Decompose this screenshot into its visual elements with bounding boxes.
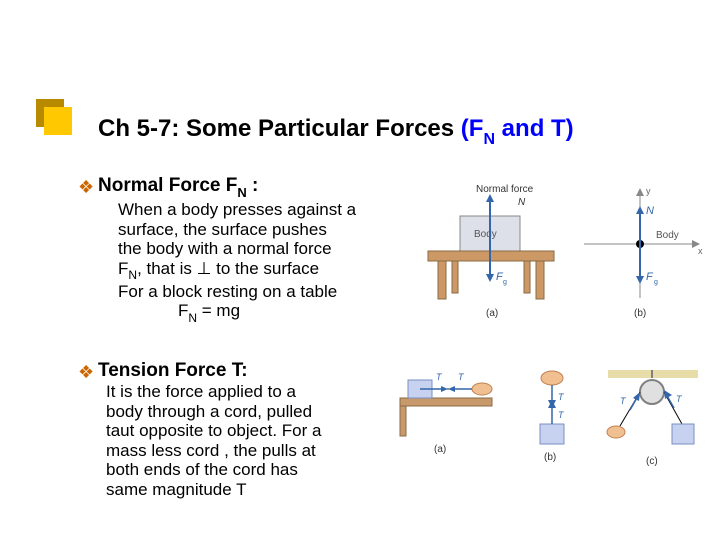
svg-text:(b): (b) bbox=[634, 308, 646, 319]
figure-tension-force: T T (a) T T (b) T T (c) bbox=[392, 364, 710, 494]
svg-text:T: T bbox=[558, 392, 565, 402]
page-title: Ch 5-7: Some Particular Forces (FN and T… bbox=[98, 115, 574, 147]
svg-text:y: y bbox=[646, 186, 651, 196]
svg-text:T: T bbox=[458, 372, 465, 382]
svg-text:(a): (a) bbox=[434, 444, 446, 455]
svg-text:(b): (b) bbox=[544, 452, 556, 463]
svg-text:T: T bbox=[558, 410, 565, 420]
svg-text:Body: Body bbox=[656, 230, 679, 241]
title-paren: (FN and T) bbox=[461, 115, 574, 142]
bullet-icon: ❖ bbox=[78, 177, 94, 198]
svg-text:g: g bbox=[654, 279, 658, 286]
bullet-icon: ❖ bbox=[78, 362, 94, 383]
title-prefix: Ch 5-7: Some Particular Forces bbox=[98, 115, 461, 142]
svg-text:(c): (c) bbox=[646, 456, 658, 467]
tension-force-body: It is the force applied to a body throug… bbox=[106, 382, 321, 499]
svg-text:x: x bbox=[698, 246, 703, 256]
svg-text:T: T bbox=[676, 394, 683, 404]
heading-normal-force: Normal Force FN : bbox=[98, 175, 258, 199]
figure-normal-force: Normal force N Body F g (a) y x Body N bbox=[408, 180, 708, 330]
svg-text:T: T bbox=[436, 372, 443, 382]
svg-text:Normal force: Normal force bbox=[476, 184, 534, 195]
svg-text:N: N bbox=[646, 205, 654, 217]
normal-force-body: When a body presses against a surface, t… bbox=[118, 200, 356, 325]
svg-text:T: T bbox=[620, 396, 627, 406]
heading-tension-force: Tension Force T: bbox=[98, 360, 248, 382]
svg-text:(a): (a) bbox=[486, 308, 498, 319]
svg-text:F: F bbox=[646, 271, 654, 283]
svg-text:N: N bbox=[518, 197, 526, 208]
svg-text:g: g bbox=[503, 279, 507, 286]
decorative-box-inner bbox=[44, 107, 72, 135]
svg-text:Body: Body bbox=[474, 229, 497, 240]
